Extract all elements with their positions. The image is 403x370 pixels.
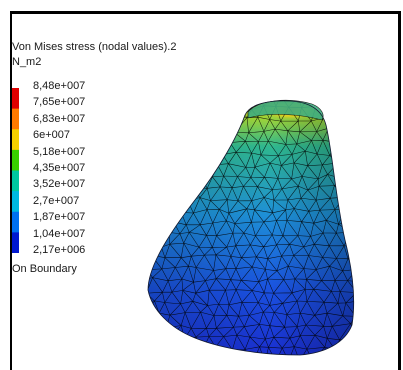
legend-unit: N_m2: [12, 56, 42, 68]
legend-label: 2,7e+007: [33, 195, 80, 207]
legend-color-segment: [12, 129, 19, 151]
mesh-body: [147, 99, 355, 356]
legend-label: 4,35e+007: [33, 162, 86, 174]
legend-label: 8,48e+007: [33, 80, 86, 92]
viewport-frame-top: [10, 11, 401, 14]
legend-color-bar: [12, 88, 19, 253]
legend-color-segment: [12, 88, 19, 110]
legend-label: 5,18e+007: [33, 146, 86, 158]
legend-color-segment: [12, 149, 19, 172]
legend-title: Von Mises stress (nodal values).2: [12, 41, 177, 53]
legend-color-segment: [12, 108, 19, 130]
legend-color-segment: [12, 170, 19, 192]
legend-label: 2,17e+006: [33, 244, 86, 256]
legend-label: 7,65e+007: [33, 96, 86, 108]
mesh-outline: [147, 100, 355, 356]
legend-label: 6e+007: [33, 129, 71, 141]
viewport-frame-right: [398, 11, 401, 370]
viewport-frame-left: [10, 11, 12, 370]
legend-color-segment: [12, 191, 19, 213]
legend-label: 3,52e+007: [33, 178, 86, 190]
legend-footer: On Boundary: [12, 263, 77, 275]
legend-color-segment: [12, 232, 19, 253]
legend-label: 6,83e+007: [33, 113, 86, 125]
legend-label: 1,87e+007: [33, 211, 86, 223]
legend-color-segment: [12, 211, 19, 233]
legend-label: 1,04e+007: [33, 228, 86, 240]
